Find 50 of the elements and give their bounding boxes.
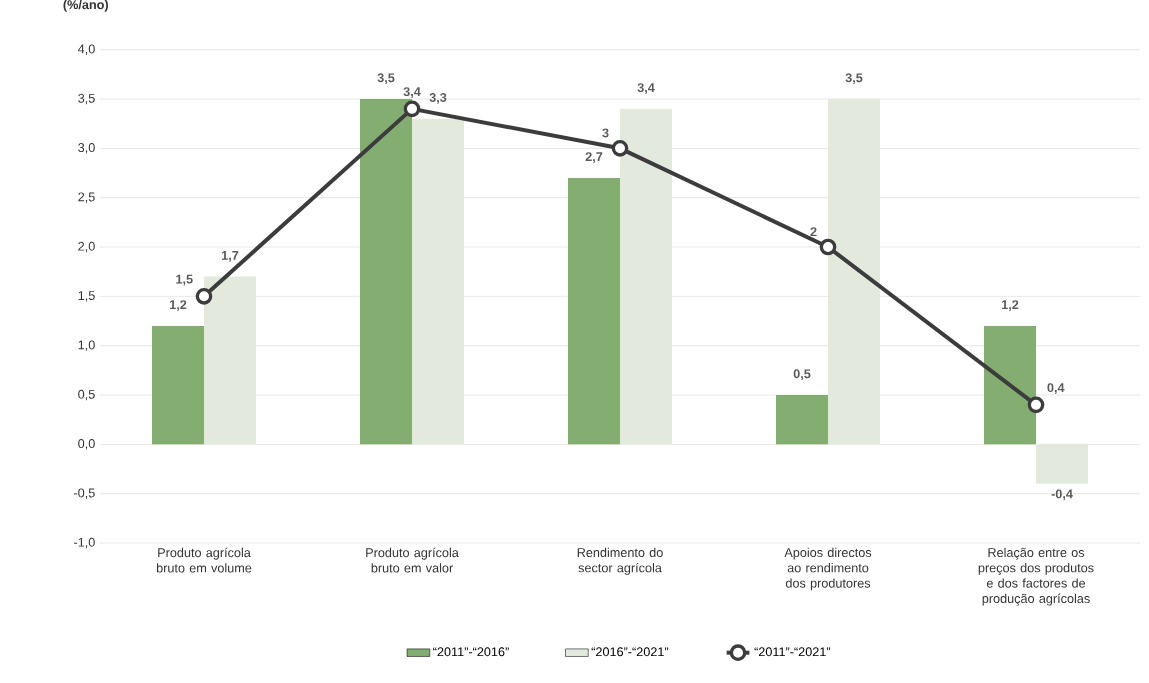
x-tick-label: Relação entre os preços dos produtos e dos factores de produção agrícolas xyxy=(978,547,1094,606)
data-label: 3,5 xyxy=(377,73,395,85)
data-label: 2 xyxy=(810,227,817,237)
point xyxy=(611,140,629,157)
x-tick-label: Apoios directos ao rendimento dos produtores xyxy=(784,547,872,591)
y-tick-label: 1,5 xyxy=(78,291,95,302)
x-tick-label: Produto agrícola bruto em valor xyxy=(366,547,459,573)
data-label: 0,4 xyxy=(1047,383,1065,394)
y-tick-label: -1,0 xyxy=(74,537,95,549)
data-label: -0,4 xyxy=(1051,489,1073,501)
point xyxy=(1027,396,1045,414)
bar xyxy=(828,99,881,445)
bar xyxy=(620,108,673,445)
data-label: 1,2 xyxy=(170,300,187,312)
data-label: 3,4 xyxy=(403,87,421,98)
point xyxy=(819,238,837,256)
data-label: 1,2 xyxy=(1002,300,1019,312)
legend-label: “2011”-“2016” xyxy=(433,647,509,657)
y-axis-title: (%/ano) xyxy=(63,0,109,12)
bar xyxy=(360,99,412,445)
point xyxy=(403,100,421,118)
data-label: 3,5 xyxy=(845,73,863,85)
data-label: 0,5 xyxy=(793,369,811,381)
data-label: 2,7 xyxy=(585,152,603,164)
y-tick-label: 0,5 xyxy=(78,389,95,401)
bar xyxy=(568,177,620,445)
bar xyxy=(412,118,465,445)
bar xyxy=(1036,444,1089,484)
point xyxy=(195,288,213,305)
y-tick-label: 2,5 xyxy=(78,192,95,203)
bar xyxy=(204,276,257,445)
data-label: 3,4 xyxy=(637,83,655,94)
y-tick-label: 3,0 xyxy=(78,143,95,154)
y-tick-label: 0,0 xyxy=(78,439,95,450)
legend-label: “2011”-“2021” xyxy=(754,647,831,657)
bar xyxy=(152,325,204,445)
data-label: 3,3 xyxy=(429,93,447,104)
y-tick-label: -0,5 xyxy=(74,488,95,499)
bar xyxy=(776,395,829,445)
x-tick-label: Rendimento do sector agrícola xyxy=(577,547,663,575)
y-tick-label: 3,5 xyxy=(78,93,95,105)
y-tick-label: 1,0 xyxy=(78,340,95,351)
bar xyxy=(984,325,1037,445)
legend-label: “2016”-“2021” xyxy=(591,647,669,657)
y-tick-label: 2,0 xyxy=(78,241,95,253)
data-label: 3 xyxy=(602,128,609,138)
y-tick-label: 4,0 xyxy=(77,44,95,55)
x-tick-label: Produto agrícola bruto em volume xyxy=(156,547,252,573)
data-label: 1,7 xyxy=(221,250,239,262)
data-label: 1,5 xyxy=(176,274,193,286)
